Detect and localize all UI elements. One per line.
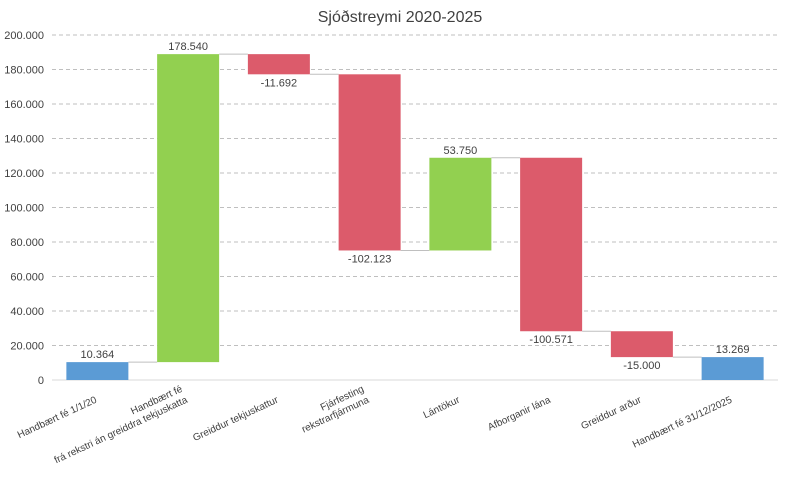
data-label: -102.123 xyxy=(348,253,391,265)
bar xyxy=(610,331,673,358)
x-tick-label: Greiddur tekjuskattur xyxy=(191,394,280,443)
chart-title: Sjóðstreymi 2020-2025 xyxy=(318,9,483,26)
data-label: 13.269 xyxy=(716,344,750,356)
bar xyxy=(66,362,129,380)
x-tick-label: Greiddur arður xyxy=(579,394,644,433)
data-label: 53.750 xyxy=(444,145,478,157)
x-tick-label: Handbært féfrá rekstri án greiddra tekju… xyxy=(48,384,190,467)
y-tick-label: 40.000 xyxy=(10,306,44,318)
y-tick-label: 0 xyxy=(38,375,44,387)
y-tick-label: 160.000 xyxy=(4,99,44,111)
data-label: 178.540 xyxy=(168,41,208,53)
y-tick-label: 60.000 xyxy=(10,272,44,284)
y-tick-label: 80.000 xyxy=(10,237,44,249)
bar xyxy=(338,74,401,251)
y-tick-label: 120.000 xyxy=(4,168,44,180)
x-tick-label: Afborganir lána xyxy=(486,395,553,434)
x-tick-label: Handbært fé 31/12/2025 xyxy=(631,395,734,451)
data-label: -15.000 xyxy=(623,360,660,372)
x-tick-label: Lántökur xyxy=(422,394,463,421)
y-tick-label: 140.000 xyxy=(4,134,44,146)
bar xyxy=(701,357,764,380)
y-tick-label: 20.000 xyxy=(10,341,44,353)
bar xyxy=(157,54,220,363)
y-tick-label: 180.000 xyxy=(4,65,44,77)
bar xyxy=(429,157,492,251)
data-label: -11.692 xyxy=(261,77,298,89)
data-label: -100.571 xyxy=(529,334,572,346)
x-tick-label: Handbært fé 1/1/20 xyxy=(16,395,99,442)
data-label: 10.364 xyxy=(81,349,115,361)
y-tick-label: 200.000 xyxy=(4,30,44,42)
bar xyxy=(520,157,583,332)
x-tick-label: Fjárfestingrekstrarfjármuna xyxy=(295,384,371,436)
bar xyxy=(247,54,310,75)
y-tick-label: 100.000 xyxy=(4,203,44,215)
